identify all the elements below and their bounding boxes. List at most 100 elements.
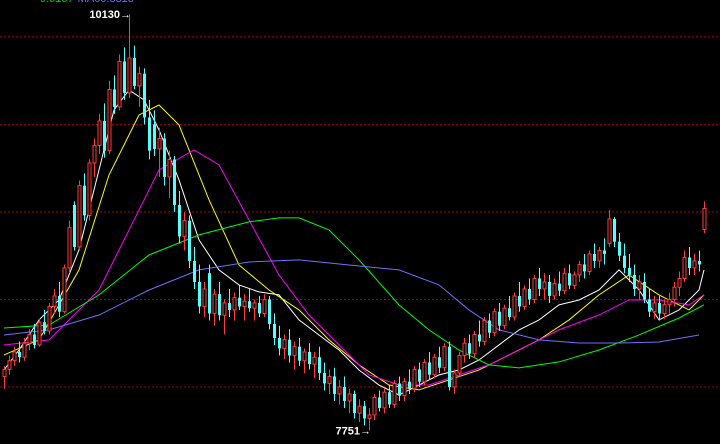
candle-body	[558, 283, 561, 291]
candle-body	[432, 356, 437, 376]
candle-body	[167, 158, 172, 178]
candle-body	[672, 286, 677, 300]
candle-body	[613, 218, 616, 242]
candle-body	[7, 360, 12, 370]
candles	[2, 14, 707, 431]
candle-body	[153, 124, 156, 149]
candle-body	[698, 260, 701, 265]
ma-lines	[3, 89, 705, 396]
candle-body	[117, 60, 122, 108]
candle-body	[652, 302, 657, 313]
candle-body	[692, 260, 697, 269]
candle-body	[198, 281, 201, 307]
candle-body	[202, 288, 207, 307]
candle-body	[637, 281, 642, 290]
candle-body	[107, 88, 112, 152]
ma-line	[3, 217, 705, 369]
candle-body	[682, 256, 687, 279]
candle-body	[113, 89, 116, 107]
candle-body	[442, 346, 447, 369]
candle-body	[83, 185, 86, 216]
candle-body	[408, 381, 411, 389]
candle-body	[148, 117, 151, 151]
candle-body	[333, 376, 336, 394]
candle-body	[372, 396, 377, 416]
candle-body	[242, 300, 247, 307]
candle-body	[538, 278, 541, 289]
candle-body	[33, 334, 36, 345]
candle-body	[702, 207, 707, 230]
candle-body	[583, 264, 586, 272]
candle-body	[658, 302, 661, 314]
candle-body	[248, 301, 251, 309]
candle-body	[522, 288, 527, 307]
ma-line	[3, 149, 705, 386]
candle-body	[552, 283, 557, 297]
candle-body	[298, 346, 301, 361]
candle-body	[27, 333, 32, 344]
candle-body	[353, 393, 356, 414]
candle-body	[238, 297, 241, 307]
candle-body	[528, 288, 531, 300]
candle-body	[47, 305, 52, 332]
candle-body	[382, 391, 387, 409]
candle-body	[532, 277, 537, 300]
header-text: MA60:8313	[78, 0, 134, 5]
candle-body	[347, 393, 352, 402]
candle-body	[302, 351, 307, 362]
candle-body	[412, 368, 417, 390]
candle-body	[182, 220, 187, 237]
candle-body	[67, 227, 72, 269]
candle-body	[327, 375, 332, 384]
candle-body	[193, 260, 196, 282]
candle-body	[633, 274, 636, 289]
candle-body	[512, 295, 517, 318]
candle-body	[518, 295, 521, 307]
candle-body	[452, 372, 457, 388]
candle-body	[422, 361, 427, 383]
candle-body	[308, 351, 311, 365]
candle-body	[62, 267, 67, 313]
candle-body	[603, 250, 606, 254]
candle-body	[367, 414, 372, 419]
candle-body	[418, 369, 421, 382]
candle-body	[208, 273, 211, 314]
candle-body	[572, 274, 577, 286]
candle-body	[163, 138, 166, 177]
candle-body	[2, 368, 7, 377]
candle-body	[228, 302, 231, 310]
candle-body	[103, 120, 106, 151]
candle-body	[488, 320, 491, 333]
candle-body	[357, 405, 362, 414]
annotation: 7751→	[336, 426, 371, 438]
candle-body	[127, 57, 132, 94]
candle-body	[562, 272, 567, 292]
candle-body	[392, 382, 397, 405]
candle-body	[173, 159, 176, 205]
candle-body	[587, 253, 592, 272]
candle-body	[462, 342, 467, 356]
candle-body	[273, 323, 276, 338]
candle-body	[22, 342, 27, 358]
candle-body	[143, 73, 146, 118]
candle-body	[618, 241, 621, 256]
candle-body	[52, 295, 57, 307]
candle-body	[178, 204, 181, 237]
candle-body	[457, 354, 462, 374]
candle-body	[468, 343, 471, 354]
candle-body	[292, 346, 297, 356]
candle-body	[643, 281, 646, 300]
candle-body	[577, 263, 582, 276]
candle-body	[492, 311, 497, 334]
candle-body	[343, 386, 346, 401]
candle-body	[97, 120, 102, 146]
candle-body	[262, 298, 267, 314]
candle-body	[677, 277, 682, 288]
header-text: 9.0157	[40, 0, 74, 5]
candle-body	[12, 351, 17, 362]
candle-body	[428, 362, 431, 375]
candle-body	[92, 144, 97, 164]
candle-body	[323, 372, 326, 384]
candle-body	[402, 381, 407, 397]
candle-body	[212, 293, 217, 314]
